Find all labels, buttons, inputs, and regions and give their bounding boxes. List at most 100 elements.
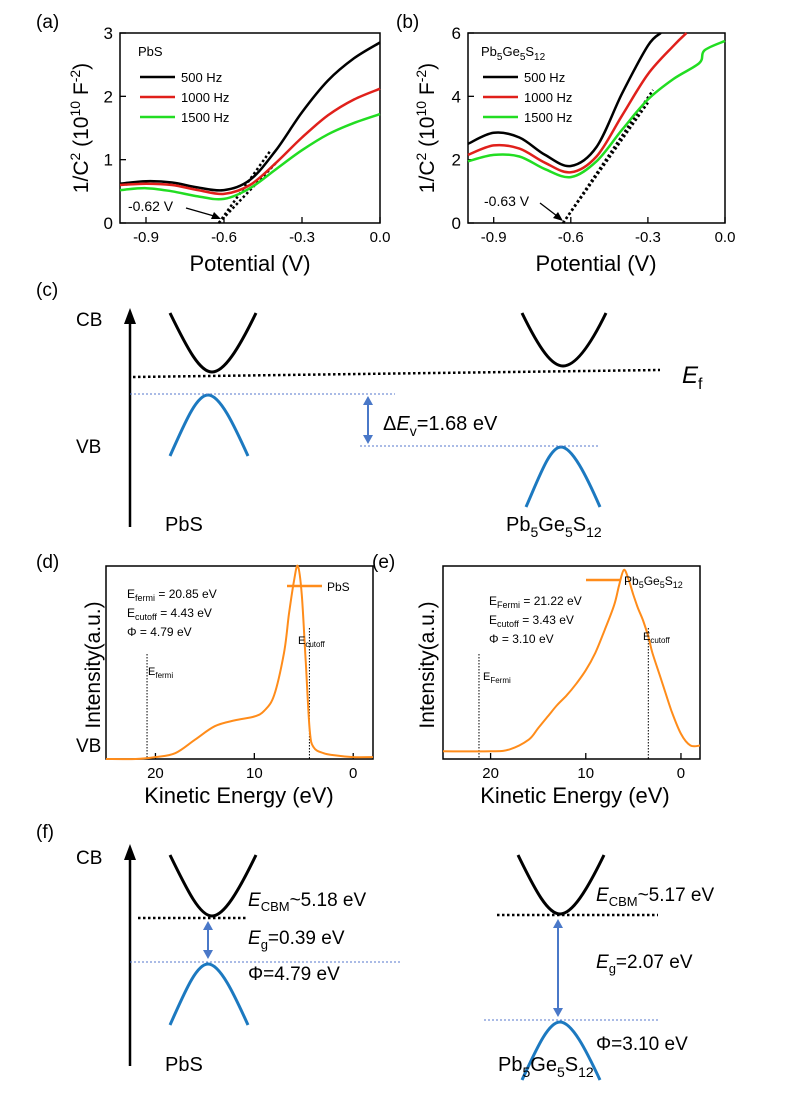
- panel-c-dEv-arrowhead-up: [363, 396, 373, 405]
- panel-e-xlabel: Kinetic Energy (eV): [480, 783, 670, 808]
- svg-text:Ef: Ef: [682, 362, 703, 393]
- panel-d-xtick-label-2: 0: [349, 765, 357, 782]
- panel-c-dEv-arrowhead-down: [363, 435, 373, 444]
- panel-d-efermi-marker-label: Efermi: [148, 666, 173, 680]
- panel-b-series-2-line: [467, 39, 726, 179]
- panel-a-ylabel: 1/C2 (1010 F-2): [67, 63, 93, 193]
- panel-a-tag: (a): [36, 12, 59, 33]
- panel-a-annotation: -0.62 V: [128, 198, 174, 214]
- panel-a-xtick-label-2: -0.3: [289, 229, 315, 246]
- panel-f-vb-label: VB: [76, 736, 101, 757]
- panel-a-plot: -0.9 -0.6 -0.3 0.0 0 1 2 3: [104, 24, 391, 246]
- svg-text:1/C2 (1010 F-2): 1/C2 (1010 F-2): [413, 63, 439, 193]
- panel-f-pgs-vb-parabola: [520, 1020, 602, 1081]
- panel-f-pbs-phi-label: Φ=4.79 eV: [248, 964, 340, 985]
- panel-a-xtick-label-3: 0.0: [370, 229, 391, 246]
- panel-a-ytick-label-3: 3: [104, 24, 113, 43]
- panel-f-pbs-label: PbS: [165, 1054, 203, 1076]
- svg-text:Intensity(a.u.): Intensity(a.u.): [416, 601, 439, 728]
- panel-f-pgs-eg-arrowhead-up: [553, 919, 563, 928]
- svg-text:ECBM~5.17 eV: ECBM~5.17 eV: [596, 885, 714, 909]
- panel-b-ytick-label-0: 0: [452, 214, 461, 233]
- panel-b-xlabel: Potential (V): [535, 251, 656, 276]
- panel-b-frame: [467, 32, 726, 224]
- panel-b-xtick-label-1: -0.6: [558, 229, 584, 246]
- panel-b-ytick-label-1: 2: [452, 151, 461, 170]
- panel-a-series-1-line: [119, 87, 381, 196]
- panel-a-legend: 500 Hz 1000 Hz 1500 Hz: [140, 70, 229, 125]
- panel-e-xtick-label-0: 20: [482, 765, 499, 782]
- panel-f-axis-arrowhead: [124, 844, 136, 860]
- panel-b-ytick-label-3: 6: [452, 24, 461, 43]
- panel-d-phi-text: Φ = 4.79 eV: [127, 625, 192, 639]
- panel-f-cb-label: CB: [76, 848, 102, 869]
- panel-c-cb-label: CB: [76, 310, 102, 331]
- panel-e-ecutoff-text: Ecutoff = 3.43 eV: [489, 613, 574, 629]
- panel-f-pgs-cb-parabola: [516, 854, 606, 916]
- svg-text:Pb5Ge5S12: Pb5Ge5S12: [624, 574, 683, 590]
- panel-c-pbs-label: PbS: [165, 514, 203, 536]
- panel-b-fit-line-1: [562, 101, 649, 224]
- panel-a-ytick-label-0: 0: [104, 214, 113, 233]
- panel-a-arrowhead: [211, 212, 221, 219]
- panel-c-pbs-cb-parabola: [168, 312, 258, 374]
- legend-1500-label: 1500 Hz: [181, 110, 229, 125]
- panel-f-tag: (f): [36, 822, 54, 843]
- panel-a-series-0-line: [119, 41, 381, 192]
- panel-d-plot: 20 10 0: [105, 564, 374, 782]
- panel-e-plot: 20 10 0: [442, 568, 701, 782]
- panel-a-series-2-line: [119, 112, 381, 201]
- legend-b-1500-label: 1500 Hz: [524, 110, 572, 125]
- svg-text:Eg=0.39 eV: Eg=0.39 eV: [248, 928, 345, 952]
- svg-text:Pb5Ge5S12: Pb5Ge5S12: [498, 1054, 594, 1080]
- panel-e-xtick-label-1: 10: [577, 765, 594, 782]
- panel-a-xtick-label-1: -0.6: [211, 229, 237, 246]
- legend-b-500-label: 500 Hz: [524, 70, 565, 85]
- panel-e-phi-text: Φ = 3.10 eV: [489, 632, 554, 646]
- panel-b-legend: 500 Hz 1000 Hz 1500 Hz: [483, 70, 572, 125]
- svg-text:ECBM~5.18 eV: ECBM~5.18 eV: [248, 890, 366, 914]
- panel-b-ylabel: 1/C2 (1010 F-2): [413, 63, 439, 193]
- panel-a-annotation-arrow: [185, 207, 215, 217]
- panel-d-xtick-label-0: 20: [147, 765, 164, 782]
- panel-c-tag: (c): [36, 280, 58, 301]
- panel-e-xtick-label-2: 0: [677, 765, 685, 782]
- panel-f-pgs-eg-label: Eg=2.07 eV: [596, 952, 693, 976]
- panel-d-xlabel: Kinetic Energy (eV): [144, 783, 334, 808]
- svg-text:Ecutoff: Ecutoff: [298, 635, 326, 649]
- panel-e-ylabel: Intensity(a.u.): [416, 601, 439, 728]
- panel-c-pbs-vb-parabola: [168, 393, 250, 457]
- panel-b-ytick-label-2: 4: [452, 87, 461, 106]
- panel-a-xtick-label-0: -0.9: [133, 229, 159, 246]
- panel-d-xtick-label-1: 10: [246, 765, 263, 782]
- svg-text:EFermi = 21.22 eV: EFermi = 21.22 eV: [489, 594, 582, 610]
- panel-d-legend-label: PbS: [327, 580, 350, 594]
- panel-d-ecutoff-marker-label: Ecutoff: [298, 635, 326, 649]
- panel-e-efermi-text: EFermi = 21.22 eV: [489, 594, 582, 610]
- panel-b-annotation: -0.63 V: [484, 193, 530, 209]
- panel-d-frame: [105, 565, 374, 760]
- panel-f-pbs-eg-arrowhead-down: [203, 950, 213, 959]
- panel-b-xtick-label-2: -0.3: [635, 229, 661, 246]
- panel-f-pgs-eg-arrowhead-down: [553, 1008, 563, 1017]
- panel-e-tag: (e): [372, 552, 395, 573]
- svg-text:Efermi = 20.85 eV: Efermi = 20.85 eV: [127, 587, 217, 603]
- panel-b-xtick-label-0: -0.9: [481, 229, 507, 246]
- legend-1000-label: 1000 Hz: [181, 90, 229, 105]
- panel-d-efermi-text: Efermi = 20.85 eV: [127, 587, 217, 603]
- panel-d-ecutoff-text: Ecutoff = 4.43 eV: [127, 606, 212, 622]
- panel-d-ylabel: Intensity(a.u.): [82, 601, 105, 728]
- panel-b-arrowhead: [553, 212, 563, 221]
- panel-e-legend-label: Pb5Ge5S12: [624, 574, 683, 590]
- panel-b-series-0-line: [467, 32, 662, 168]
- svg-text:1/C2 (1010 F-2): 1/C2 (1010 F-2): [67, 63, 93, 193]
- svg-text:Ecutoff = 3.43 eV: Ecutoff = 3.43 eV: [489, 613, 574, 629]
- panel-f-pgs-label: Pb5Ge5S12: [498, 1054, 594, 1080]
- panel-f-pbs-cb-parabola: [168, 854, 258, 918]
- panel-a-material: PbS: [138, 44, 163, 59]
- panel-f-pbs-ecbm-label: ECBM~5.18 eV: [248, 890, 366, 914]
- panel-d-tag: (d): [36, 552, 59, 573]
- panel-f-pgs-phi-label: Φ=3.10 eV: [596, 1034, 688, 1055]
- panel-b-xtick-label-3: 0.0: [715, 229, 736, 246]
